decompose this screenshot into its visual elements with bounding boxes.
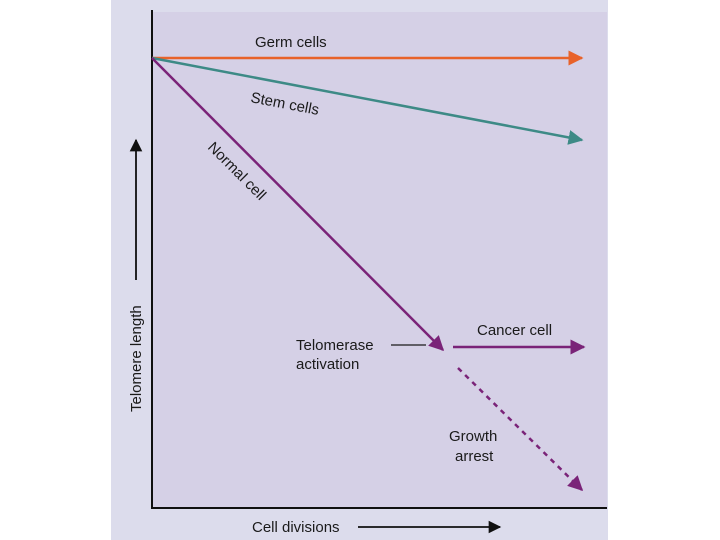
growth-arrest-label-line1: Growth	[449, 428, 497, 445]
growth-arrest-line	[457, 367, 584, 492]
cancer-cell-label: Cancer cell	[477, 322, 552, 339]
growth-arrest-label-line2: arrest	[455, 448, 494, 465]
plot-area	[152, 12, 607, 508]
stem-cells-line	[151, 56, 584, 145]
germ-cells-label: Germ cells	[255, 34, 327, 51]
normal-cell-line	[151, 57, 445, 352]
telomerase-label-line2: activation	[296, 356, 359, 373]
telomerase-label-line1: Telomerase	[296, 337, 374, 354]
x-axis-label: Cell divisions	[252, 519, 340, 536]
y-axis-label: Telomere length	[128, 305, 145, 412]
